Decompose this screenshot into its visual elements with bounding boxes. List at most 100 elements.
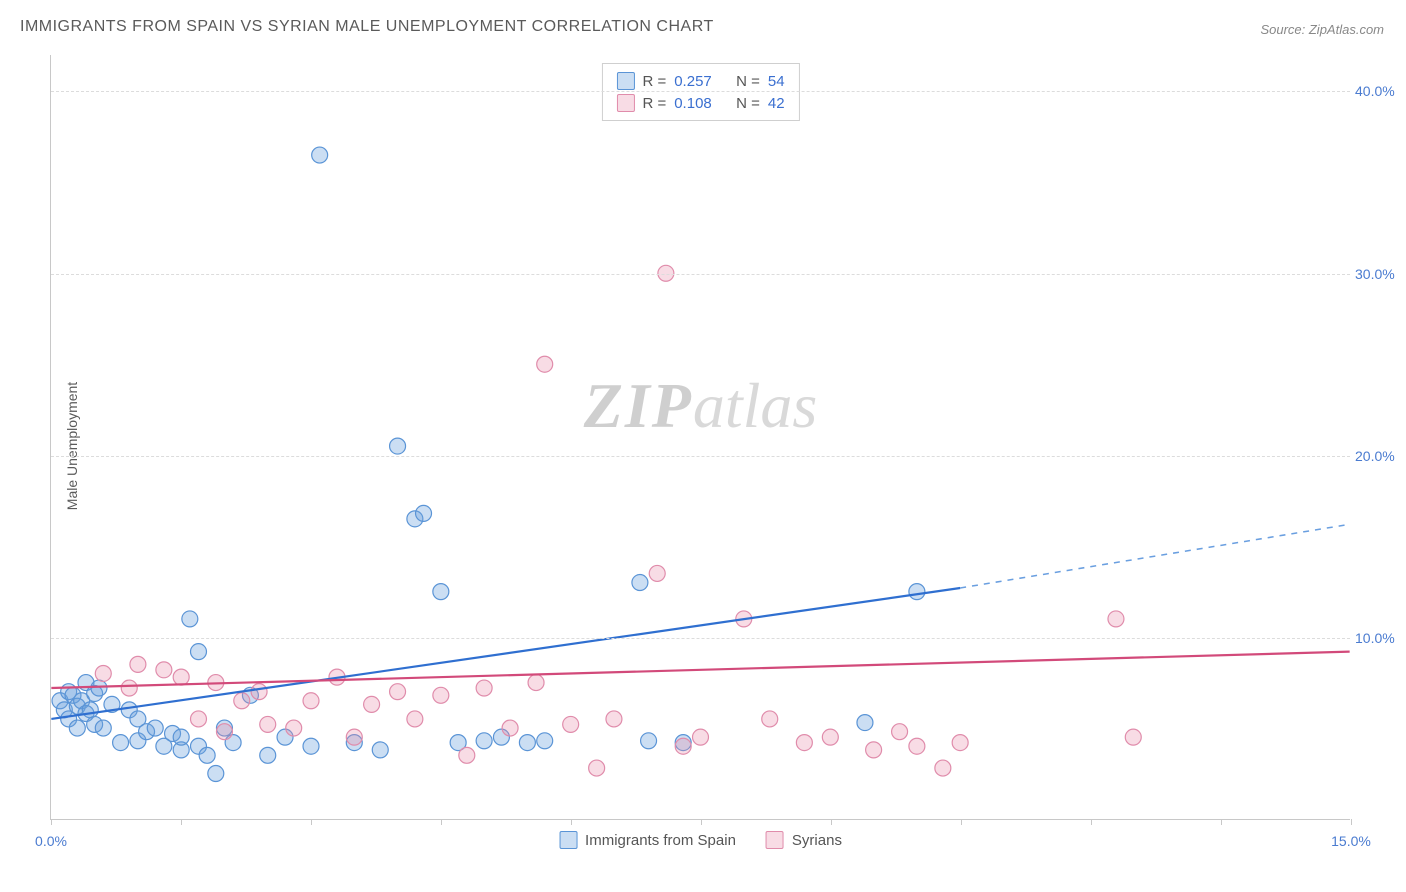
n-value-2: 42 xyxy=(768,95,785,112)
data-point xyxy=(693,729,709,745)
data-point xyxy=(433,687,449,703)
r-label-1: R = xyxy=(642,73,666,90)
data-point xyxy=(632,575,648,591)
data-point xyxy=(173,669,189,685)
data-point xyxy=(892,724,908,740)
trend-line xyxy=(51,588,960,719)
data-point xyxy=(95,720,111,736)
legend-item-1: Immigrants from Spain xyxy=(559,831,736,849)
ytick-label: 30.0% xyxy=(1355,266,1406,282)
data-point xyxy=(199,747,215,763)
gridline-h xyxy=(51,456,1350,457)
data-point xyxy=(857,715,873,731)
trend-line-dashed xyxy=(960,524,1349,588)
legend-label-1: Immigrants from Spain xyxy=(585,832,736,849)
data-point xyxy=(91,680,107,696)
ytick-label: 20.0% xyxy=(1355,448,1406,464)
data-point xyxy=(260,747,276,763)
gridline-h xyxy=(51,274,1350,275)
xtick xyxy=(51,819,52,825)
xtick xyxy=(961,819,962,825)
data-point xyxy=(312,147,328,163)
swatch-blue-icon xyxy=(559,831,577,849)
data-point xyxy=(675,738,691,754)
data-point xyxy=(502,720,518,736)
data-point xyxy=(909,584,925,600)
swatch-blue-icon xyxy=(616,72,634,90)
gridline-h xyxy=(51,638,1350,639)
data-point xyxy=(234,693,250,709)
data-point xyxy=(519,735,535,751)
data-point xyxy=(182,611,198,627)
data-point xyxy=(416,505,432,521)
data-point xyxy=(303,693,319,709)
r-value-2: 0.108 xyxy=(674,95,712,112)
data-point xyxy=(95,665,111,681)
legend-stat-row-1: R = 0.257 N = 54 xyxy=(616,70,784,92)
legend-stat-row-2: R = 0.108 N = 42 xyxy=(616,92,784,114)
data-point xyxy=(147,720,163,736)
data-point xyxy=(952,735,968,751)
data-point xyxy=(537,733,553,749)
data-point xyxy=(191,711,207,727)
xtick xyxy=(311,819,312,825)
legend-series: Immigrants from Spain Syrians xyxy=(559,831,842,849)
data-point xyxy=(82,702,98,718)
data-point xyxy=(216,724,232,740)
data-point xyxy=(866,742,882,758)
data-point xyxy=(528,675,544,691)
data-point xyxy=(303,738,319,754)
data-point xyxy=(113,735,129,751)
xtick-label: 0.0% xyxy=(35,833,67,849)
data-point xyxy=(822,729,838,745)
data-point xyxy=(476,733,492,749)
data-point xyxy=(390,684,406,700)
data-point xyxy=(69,720,85,736)
data-point xyxy=(589,760,605,776)
data-point xyxy=(364,696,380,712)
xtick-label: 15.0% xyxy=(1331,833,1371,849)
data-point xyxy=(390,438,406,454)
data-point xyxy=(372,742,388,758)
data-point xyxy=(641,733,657,749)
data-point xyxy=(649,565,665,581)
data-point xyxy=(1108,611,1124,627)
data-point xyxy=(537,356,553,372)
r-label-2: R = xyxy=(642,95,666,112)
swatch-pink-icon xyxy=(616,94,634,112)
trend-line xyxy=(51,652,1349,688)
xtick xyxy=(181,819,182,825)
data-point xyxy=(606,711,622,727)
xtick xyxy=(1221,819,1222,825)
ytick-label: 10.0% xyxy=(1355,630,1406,646)
xtick xyxy=(1351,819,1352,825)
xtick xyxy=(571,819,572,825)
data-point xyxy=(286,720,302,736)
data-point xyxy=(130,656,146,672)
ytick-label: 40.0% xyxy=(1355,83,1406,99)
data-point xyxy=(191,644,207,660)
plot-svg xyxy=(51,55,1350,819)
data-point xyxy=(909,738,925,754)
n-label-1: N = xyxy=(736,73,760,90)
legend-label-2: Syrians xyxy=(792,832,842,849)
xtick xyxy=(701,819,702,825)
xtick xyxy=(1091,819,1092,825)
data-point xyxy=(1125,729,1141,745)
data-point xyxy=(476,680,492,696)
legend-item-2: Syrians xyxy=(766,831,842,849)
source-attribution: Source: ZipAtlas.com xyxy=(1260,22,1384,37)
data-point xyxy=(935,760,951,776)
data-point xyxy=(121,680,137,696)
chart-title: IMMIGRANTS FROM SPAIN VS SYRIAN MALE UNE… xyxy=(20,18,714,36)
plot-area: ZIPatlas R = 0.257 N = 54 R = 0.108 N = … xyxy=(50,55,1350,820)
data-point xyxy=(563,716,579,732)
data-point xyxy=(796,735,812,751)
data-point xyxy=(407,711,423,727)
data-point xyxy=(208,766,224,782)
data-point xyxy=(251,684,267,700)
n-value-1: 54 xyxy=(768,73,785,90)
data-point xyxy=(173,729,189,745)
r-value-1: 0.257 xyxy=(674,73,712,90)
data-point xyxy=(346,729,362,745)
